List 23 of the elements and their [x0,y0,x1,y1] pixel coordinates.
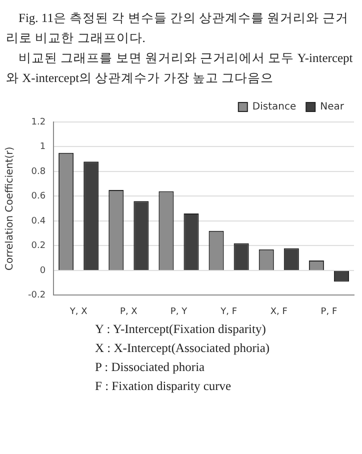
legend-label: Near [320,102,345,113]
text: X : X-Intercept(Associated phoria) [95,340,271,357]
y-tick-label: 0.4 [31,216,46,226]
caption: Fig. 11은 측정된 각 변수들 간의 상관계수를 원거리와 근거리로 비교한 그래프이다. [6,10,350,47]
x-tick-label: P, X [120,306,138,317]
text: P : Dissociated phoria [95,359,206,376]
y-tick-label: 0 [40,266,46,276]
y-tick-label: 0.8 [31,166,46,177]
y-tick-label: 1.2 [31,117,46,128]
y-tick-label: 0.6 [31,192,46,202]
text: Y : Y-Intercept(Fixation disparity) [95,321,267,338]
y-tick-label: -0.2 [28,290,46,301]
y-tick-label: 0.2 [31,241,46,252]
x-tick-label: Y, F [220,306,238,317]
x-tick-label: P, Y [170,306,188,317]
x-tick-label: X, F [270,306,288,317]
y-axis-title: Correlation Coefficient(r) [4,146,16,271]
x-tick-label: Y, X [68,306,88,317]
x-tick-label: P, F [320,306,338,317]
text: F : Fixation disparity curve [95,378,232,395]
legend-label: Distance [252,102,296,113]
text: 비교된 그래프를 보면 원거리와 근거리에서 모두 Y-intercept와 X-intercept의 상관계수가 가장 높고 그다음으 [6,50,354,87]
y-tick-label: 1 [40,142,46,152]
